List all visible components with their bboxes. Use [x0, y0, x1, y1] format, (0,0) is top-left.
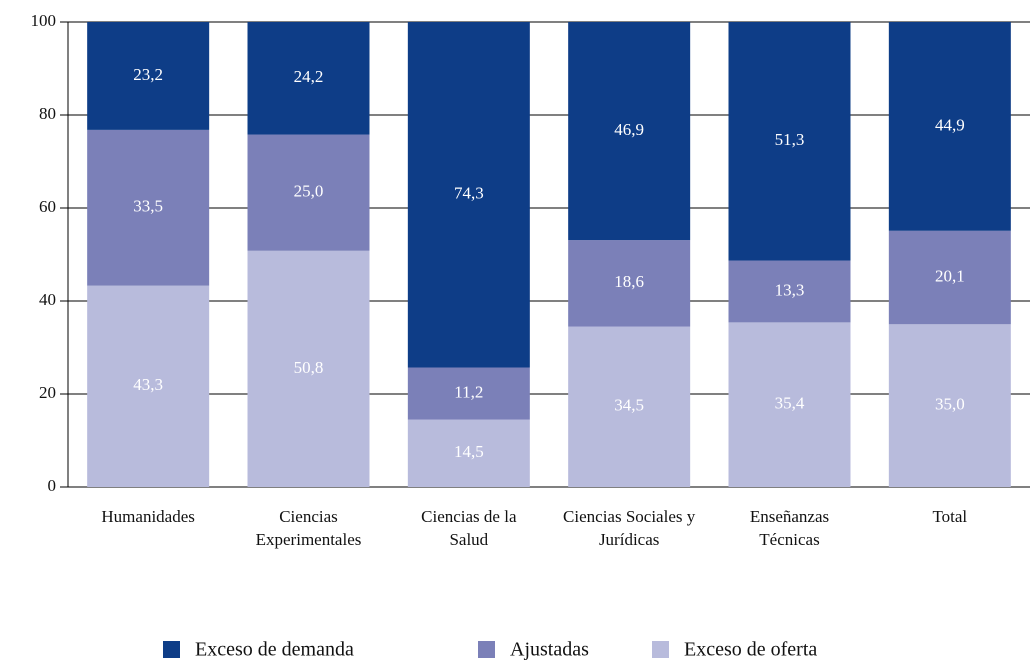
x-tick-label: Total: [932, 507, 968, 526]
bar-segment: [568, 22, 691, 241]
bar-segment: [568, 240, 691, 327]
bar-segment: [247, 250, 370, 487]
legend-swatch: [478, 641, 495, 658]
data-label: 50,8: [294, 358, 324, 377]
bar-segment: [87, 285, 210, 487]
data-label: 18,6: [614, 272, 644, 291]
bar-segment: [247, 134, 370, 251]
legend-label: Exceso de oferta: [684, 639, 817, 661]
data-label: 25,0: [294, 182, 324, 201]
data-label: 33,5: [133, 197, 163, 216]
data-label: 23,2: [133, 65, 163, 84]
legend-swatch: [652, 641, 669, 658]
y-tick-label: 0: [48, 476, 57, 495]
data-label: 35,4: [775, 394, 805, 413]
bar-segment: [728, 322, 851, 487]
data-label: 46,9: [614, 120, 644, 139]
bar-segment: [87, 129, 210, 286]
bar-segment: [87, 22, 210, 130]
legend-label: Exceso de demanda: [195, 639, 354, 661]
bar-segment: [247, 22, 370, 135]
y-tick-label: 80: [39, 104, 56, 123]
x-tick-label: Ciencias Sociales y Jurídicas: [563, 507, 696, 549]
data-label: 34,5: [614, 396, 644, 415]
legend-swatch: [163, 641, 180, 658]
bar-segment: [888, 22, 1011, 231]
x-tick-label: Ciencias Experimentales: [255, 507, 362, 549]
data-label: 74,3: [454, 184, 484, 203]
bar-segment: [888, 324, 1011, 487]
data-label: 43,3: [133, 375, 163, 394]
x-tick-label: Humanidades: [101, 507, 195, 526]
data-label: 11,2: [454, 382, 483, 401]
bar-segment: [728, 22, 851, 261]
bar-segment: [728, 260, 851, 323]
y-tick-label: 20: [39, 383, 56, 402]
data-label: 35,0: [935, 395, 965, 414]
x-tick-label: Enseñanzas Técnicas: [749, 507, 830, 549]
data-label: 14,5: [454, 442, 484, 461]
data-label: 44,9: [935, 115, 965, 134]
data-label: 24,2: [294, 67, 324, 86]
data-label: 13,3: [775, 280, 805, 299]
bar-segment: [568, 326, 691, 487]
bar-segment: [888, 230, 1011, 325]
y-tick-label: 60: [39, 197, 56, 216]
y-tick-label: 40: [39, 290, 56, 309]
x-tick-label: Ciencias de la Salud: [421, 507, 517, 549]
bar-segment: [407, 419, 530, 487]
y-tick-label: 100: [31, 11, 57, 30]
bar-segment: [407, 22, 530, 368]
bar-segment: [407, 367, 530, 420]
legend-label: Ajustadas: [510, 639, 589, 661]
data-label: 51,3: [775, 130, 805, 149]
data-label: 20,1: [935, 266, 965, 285]
